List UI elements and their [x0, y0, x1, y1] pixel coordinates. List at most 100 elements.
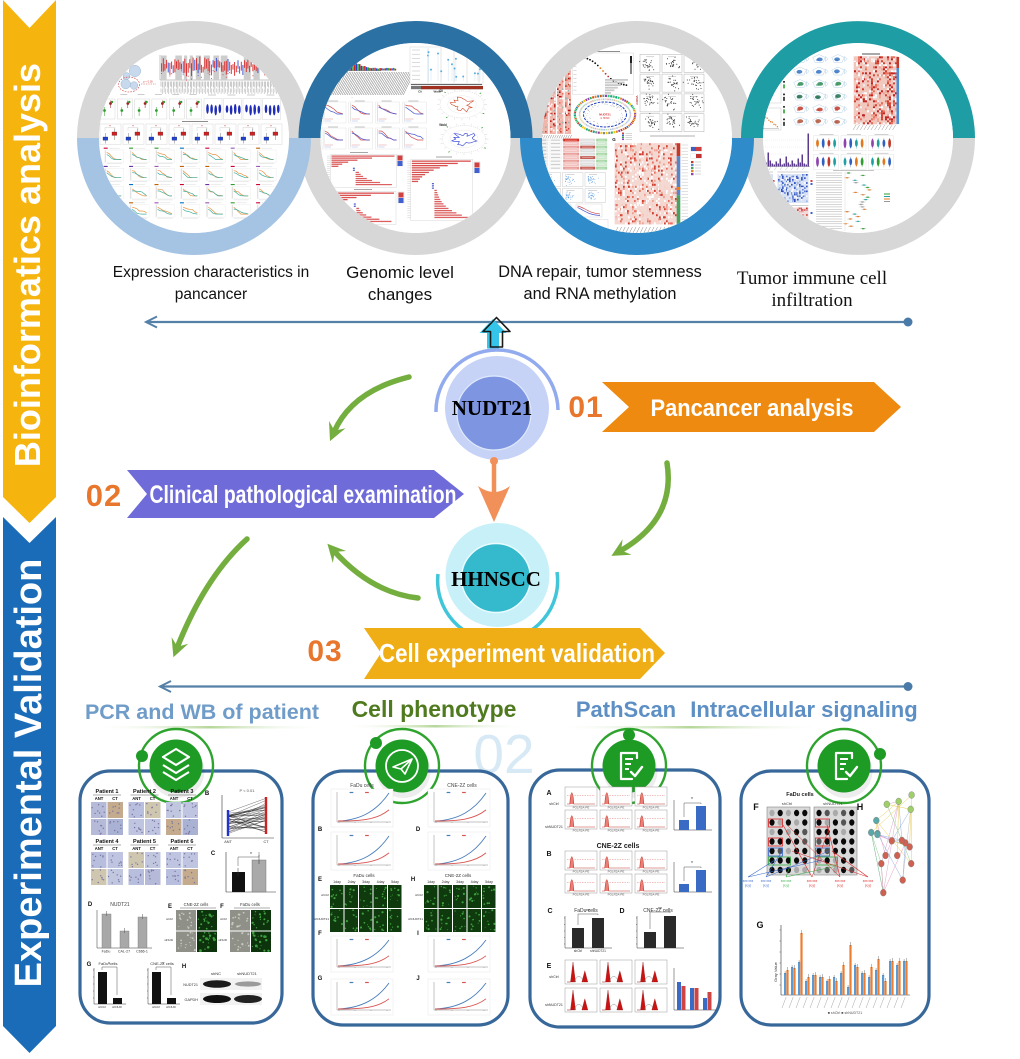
- svg-text:B: B: [205, 791, 210, 797]
- svg-text:3day: 3day: [362, 880, 370, 884]
- svg-text:5day: 5day: [485, 880, 493, 884]
- svg-text:2day: 2day: [348, 880, 356, 884]
- svg-text:shNUD: shNUD: [166, 1005, 177, 1009]
- svg-text:*: *: [250, 852, 252, 858]
- svg-text:G: G: [87, 962, 92, 968]
- svg-text:PathScan: PathScan: [576, 697, 676, 722]
- svg-text:FaDu cells: FaDu cells: [353, 873, 375, 878]
- svg-text:D: D: [88, 902, 93, 908]
- svg-text:G: G: [612, 137, 616, 142]
- svg-text:CT: CT: [112, 796, 118, 801]
- svg-text:Cell phenotype: Cell phenotype: [352, 696, 517, 722]
- svg-text:ANT: ANT: [132, 796, 141, 801]
- svg-text:CT: CT: [112, 846, 118, 851]
- svg-text:changes: changes: [368, 285, 432, 304]
- svg-text:2day: 2day: [442, 880, 450, 884]
- svg-text:CT: CT: [150, 796, 156, 801]
- svg-text:CT: CT: [187, 796, 193, 801]
- svg-text:Wald: Wald: [439, 123, 447, 127]
- svg-text:Cli: Cli: [418, 90, 422, 94]
- svg-text:CAL-27: CAL-27: [118, 950, 130, 954]
- svg-text:Bioinformatics analysis: Bioinformatics analysis: [7, 63, 48, 467]
- svg-text:shNUD: shNUD: [112, 1005, 123, 1009]
- svg-text:FaDu: FaDu: [102, 950, 111, 954]
- svg-text:P < 0.01: P < 0.01: [240, 788, 256, 793]
- svg-text:D: D: [416, 827, 421, 833]
- svg-text:3day: 3day: [456, 880, 464, 884]
- svg-text:Pancancer analysis: Pancancer analysis: [651, 395, 854, 422]
- svg-text:Cli: Cli: [439, 89, 443, 93]
- svg-text:Patient 1: Patient 1: [96, 789, 119, 795]
- svg-text:DNA repair, tumor stemness: DNA repair, tumor stemness: [498, 263, 702, 281]
- svg-text:4day: 4day: [471, 880, 479, 884]
- svg-text:PCR and WB of patient: PCR and WB of patient: [85, 700, 319, 724]
- svg-text:in HNSC: in HNSC: [600, 117, 610, 120]
- svg-text:shNUDT21: shNUDT21: [237, 971, 258, 976]
- svg-text:GAPDH: GAPDH: [184, 998, 198, 1002]
- svg-text:siCtrl: siCtrl: [166, 917, 173, 921]
- svg-text:mRNA: mRNA: [635, 95, 639, 105]
- svg-text:02: 02: [86, 478, 122, 513]
- svg-text:infiltration: infiltration: [771, 290, 853, 311]
- svg-text:shNUDT21: shNUDT21: [314, 917, 329, 921]
- svg-text:E: E: [318, 877, 322, 883]
- svg-text:shNC: shNC: [211, 971, 221, 976]
- svg-text:Intracellular signaling: Intracellular signaling: [690, 697, 917, 722]
- svg-text:1day: 1day: [333, 880, 341, 884]
- svg-text:Patient 3: Patient 3: [171, 789, 194, 795]
- svg-text:ANT: ANT: [170, 846, 179, 851]
- svg-text:CNE-2Z cells: CNE-2Z cells: [184, 902, 209, 907]
- svg-text:B: B: [318, 827, 323, 833]
- svg-text:ANT: ANT: [95, 796, 104, 801]
- svg-text:Genomic level: Genomic level: [346, 263, 454, 282]
- svg-text:Patient 5: Patient 5: [133, 839, 156, 845]
- svg-text:NUDT21: NUDT21: [599, 113, 611, 117]
- svg-text:FaDu cells: FaDu cells: [350, 783, 374, 789]
- svg-text:03: 03: [307, 635, 342, 668]
- svg-text:01: 01: [568, 391, 603, 424]
- svg-text:CNE-2Z cells: CNE-2Z cells: [445, 873, 472, 878]
- svg-text:5day: 5day: [391, 880, 399, 884]
- svg-text:FaDu cells: FaDu cells: [240, 902, 260, 907]
- svg-text:and RNA methylation: and RNA methylation: [524, 285, 677, 303]
- svg-text:*: *: [108, 962, 110, 968]
- svg-text:ANT: ANT: [132, 846, 141, 851]
- svg-text:ANT: ANT: [95, 846, 104, 851]
- svg-text:shCtrl: shCtrl: [321, 893, 329, 897]
- svg-text:CNE-2Z cells: CNE-2Z cells: [447, 783, 477, 789]
- svg-text:H: H: [182, 964, 186, 970]
- svg-text:NUDT21: NUDT21: [183, 983, 198, 987]
- svg-text:E: E: [168, 904, 172, 910]
- svg-text:C666-1: C666-1: [136, 950, 148, 954]
- svg-text:Expression characteristics in: Expression characteristics in: [113, 264, 309, 281]
- svg-text:siNUD: siNUD: [164, 938, 173, 942]
- svg-text:Cell experiment validation: Cell experiment validation: [379, 638, 655, 668]
- svg-text:ANT: ANT: [224, 840, 232, 844]
- svg-text:*: *: [162, 962, 164, 968]
- svg-text:shCtrl: shCtrl: [98, 1005, 106, 1009]
- svg-text:pancancer: pancancer: [175, 286, 247, 303]
- svg-text:shCtrl: shCtrl: [152, 1005, 160, 1009]
- svg-text:CNE-2Z cells: CNE-2Z cells: [150, 961, 174, 966]
- svg-text:Patient 6: Patient 6: [171, 839, 194, 845]
- svg-text:4day: 4day: [377, 880, 385, 884]
- svg-text:CT: CT: [263, 840, 269, 844]
- svg-text:Clinical pathological examinat: Clinical pathological examination: [150, 481, 457, 509]
- svg-text:HHNSCC: HHNSCC: [451, 567, 541, 591]
- svg-text:siCtrl: siCtrl: [220, 917, 227, 921]
- svg-text:C: C: [211, 851, 216, 857]
- svg-text:NUDT21: NUDT21: [110, 902, 130, 908]
- svg-text:Patient 4: Patient 4: [96, 839, 120, 845]
- svg-text:ANT: ANT: [170, 796, 179, 801]
- svg-text:CT: CT: [187, 846, 193, 851]
- svg-text:H: H: [411, 877, 415, 883]
- svg-text:FaDu cells: FaDu cells: [99, 961, 118, 966]
- svg-text:...: ...: [351, 95, 354, 99]
- svg-text:F: F: [220, 904, 224, 910]
- svg-text:Experimental Validation: Experimental Validation: [8, 559, 50, 988]
- svg-text:CT: CT: [150, 846, 156, 851]
- svg-text:NUDT21: NUDT21: [452, 396, 533, 420]
- svg-text:Wald: Wald: [433, 90, 440, 94]
- svg-text:Tumor immune cell: Tumor immune cell: [737, 268, 887, 289]
- svg-text:p < 0.05: p < 0.05: [143, 80, 153, 84]
